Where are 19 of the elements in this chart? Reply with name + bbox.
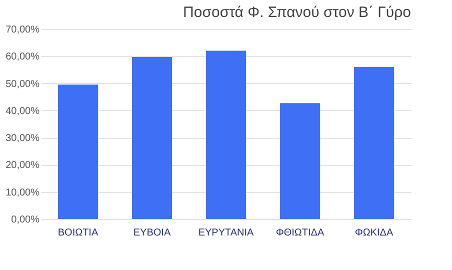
y-tick-label: 50,00% (6, 78, 40, 90)
y-tick-label: 60,00% (6, 52, 40, 63)
x-tick-label: ΦΘΙΩΤΙΔΑ (276, 228, 324, 238)
y-tick-label: 40,00% (6, 106, 40, 117)
x-tick-label: ΕΥΡΥΤΑΝΙΑ (198, 228, 254, 238)
y-tick-label: 70,00% (6, 24, 40, 36)
bar (354, 67, 394, 219)
y-tick-label: 20,00% (6, 160, 40, 172)
y-tick-label: 0,00% (11, 214, 40, 226)
bar (206, 50, 246, 219)
bar (280, 103, 320, 219)
y-tick-label: 30,00% (6, 133, 40, 144)
y-tick-label: 10,00% (6, 187, 40, 198)
x-tick-label: ΦΩΚΙΔΑ (354, 228, 394, 238)
x-tick-label: ΒΟΙΩΤΙΑ (58, 228, 98, 238)
bar (132, 56, 172, 219)
chart-title: Ποσοστά Φ. Σπανού στον Β΄ Γύρο (183, 4, 411, 21)
x-tick-label: ΕΥΒΟΙΑ (133, 228, 171, 238)
bar (58, 84, 98, 219)
